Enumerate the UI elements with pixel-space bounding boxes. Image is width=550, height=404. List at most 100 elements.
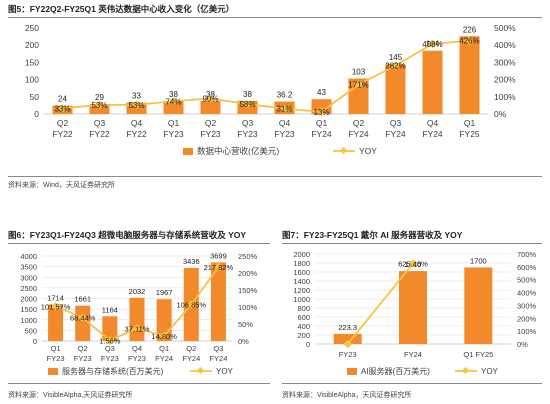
y-right-tick-label: 200% bbox=[517, 314, 537, 323]
x-tick-label: Q2 bbox=[78, 344, 88, 353]
y-left-tick-label: 800 bbox=[297, 304, 310, 313]
y-left-tick-label: 200 bbox=[25, 40, 39, 50]
bar-value-label: 223.3 bbox=[338, 323, 357, 332]
yoy-value-label: 101.57% bbox=[41, 302, 71, 311]
yoy-marker bbox=[465, 36, 474, 45]
x-tick-label: Q2 bbox=[57, 118, 69, 128]
yoy-value-label: 53% bbox=[91, 101, 107, 110]
yoy-value-label: 33% bbox=[54, 104, 70, 113]
x-tick-label: FY23 bbox=[163, 129, 184, 139]
legend-bar-label: 数据中心营收(亿美元) bbox=[197, 146, 279, 156]
x-tick-label: Q1 bbox=[51, 344, 61, 353]
y-left-tick-label: 0 bbox=[34, 109, 39, 119]
yoy-value-label: 408% bbox=[422, 40, 442, 49]
fig6-source-rule bbox=[8, 383, 270, 384]
y-right-tick-label: 0% bbox=[517, 340, 528, 349]
yoy-marker bbox=[95, 100, 104, 110]
x-tick-label: FY23 bbox=[101, 354, 119, 363]
yoy-marker bbox=[132, 100, 141, 110]
x-tick-label: Q2 bbox=[353, 118, 365, 128]
y-left-tick-label: 4000 bbox=[20, 252, 37, 261]
y-left-tick-label: 1800 bbox=[293, 259, 310, 268]
y-left-tick-label: 3500 bbox=[20, 263, 37, 272]
yoy-value-label: 74% bbox=[165, 97, 181, 106]
y-left-tick-label: 2000 bbox=[20, 295, 37, 304]
legend-yoy-marker bbox=[339, 146, 348, 155]
y-left-tick-label: 1200 bbox=[293, 286, 310, 295]
fig7-title: 图7：FY23-FY25Q1 戴尔 AI 服务器营收及 YOY bbox=[282, 230, 463, 240]
yoy-marker bbox=[51, 302, 60, 311]
yoy-value-label: 1.56% bbox=[99, 336, 121, 345]
y-left-tick-label: 50 bbox=[30, 92, 40, 102]
yoy-marker bbox=[159, 331, 169, 341]
fig6-title: 图6：FY23Q1-FY24Q3 超微电脑服务器与存储系统营收及 YOY bbox=[8, 230, 247, 240]
x-tick-label: FY23 bbox=[128, 354, 146, 363]
yoy-value-label: 53% bbox=[128, 101, 144, 110]
bar-value-label: 1714 bbox=[47, 294, 64, 303]
bar bbox=[163, 100, 184, 114]
bar-value-label: 24 bbox=[58, 95, 67, 104]
bar bbox=[200, 100, 221, 114]
x-tick-label: Q1 FY25 bbox=[463, 350, 493, 359]
yoy-marker bbox=[58, 104, 67, 113]
bar bbox=[459, 36, 480, 115]
x-tick-label: Q3 bbox=[390, 118, 402, 128]
y-left-tick-label: 3000 bbox=[20, 273, 37, 282]
x-tick-label: FY24 bbox=[404, 350, 422, 359]
x-tick-label: FY24 bbox=[311, 129, 332, 139]
bar-value-label: 2032 bbox=[129, 287, 146, 296]
x-tick-label: FY23 bbox=[74, 354, 92, 363]
fig7-title-rule bbox=[282, 243, 542, 244]
x-tick-label: Q1 bbox=[168, 118, 180, 128]
bar-value-label: 38 bbox=[206, 90, 215, 99]
yoy-line bbox=[346, 263, 414, 345]
fig6-source: 资料来源：VisibleAlpha,天风证券研究所 bbox=[8, 392, 133, 399]
y-left-tick-label: 600 bbox=[297, 313, 310, 322]
x-tick-label: Q4 bbox=[131, 118, 143, 128]
fig5-title: 图5：FY22Q2-FY25Q1 英伟达数据中心收入变化（亿美元） bbox=[8, 4, 235, 14]
x-tick-label: Q3 bbox=[105, 344, 115, 353]
bar bbox=[333, 333, 362, 344]
x-tick-label: FY24 bbox=[348, 129, 369, 139]
x-tick-label: FY23 bbox=[200, 129, 221, 139]
yoy-line bbox=[62, 39, 470, 113]
yoy-value-label: 171% bbox=[348, 81, 368, 90]
bar bbox=[399, 271, 427, 344]
fig7-source: 资料来源：VisibleAlpha，天风证券研究所 bbox=[282, 392, 412, 399]
bar bbox=[48, 304, 64, 341]
legend-bar-swatch bbox=[347, 368, 357, 375]
bar bbox=[385, 64, 406, 114]
x-tick-label: Q1 bbox=[159, 344, 169, 353]
x-tick-label: FY22 bbox=[89, 129, 110, 139]
bar bbox=[422, 50, 443, 114]
bar-value-label: 43 bbox=[317, 88, 326, 97]
x-tick-label: Q3 bbox=[94, 118, 106, 128]
bar-value-label: 38 bbox=[169, 90, 178, 99]
y-left-tick-label: 1600 bbox=[293, 268, 310, 277]
y-left-tick-label: 1000 bbox=[293, 295, 310, 304]
y-right-tick-label: 300% bbox=[494, 57, 516, 67]
y-right-tick-label: 400% bbox=[494, 40, 516, 50]
legend-bar-swatch bbox=[48, 368, 58, 375]
bar-value-label: 103 bbox=[352, 68, 366, 77]
y-right-tick-label: 200% bbox=[494, 75, 516, 85]
y-left-tick-label: 0 bbox=[33, 337, 37, 346]
yoy-marker bbox=[408, 259, 418, 268]
yoy-value-label: 13% bbox=[313, 108, 329, 117]
bar bbox=[75, 305, 91, 341]
x-tick-label: Q2 bbox=[186, 344, 196, 353]
yoy-marker bbox=[343, 339, 352, 349]
y-left-tick-label: 500 bbox=[24, 326, 37, 335]
y-left-tick-label: 1400 bbox=[293, 277, 310, 286]
y-left-tick-label: 200 bbox=[297, 331, 310, 340]
bar-value-label: 29 bbox=[95, 93, 104, 102]
y-right-tick-label: 100% bbox=[494, 92, 516, 102]
yoy-value-label: 625.48% bbox=[398, 260, 428, 269]
bar bbox=[129, 297, 145, 341]
y-left-tick-label: 1500 bbox=[20, 305, 37, 314]
yoy-value-label: 37.11% bbox=[125, 324, 150, 333]
legend-yoy-marker bbox=[461, 366, 470, 375]
legend-yoy-label: YOY bbox=[216, 367, 234, 376]
y-right-tick-label: 150% bbox=[238, 286, 258, 295]
